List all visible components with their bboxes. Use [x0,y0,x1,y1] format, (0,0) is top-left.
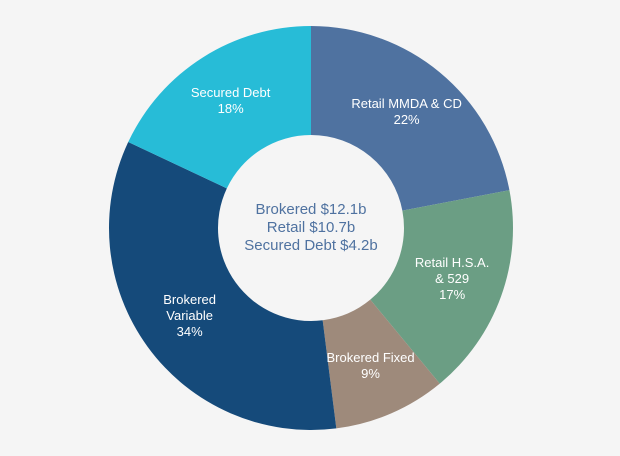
category-label: Retail H.S.A. & 529 [414,254,490,286]
center-text: Secured Debt $4.2b [244,237,377,254]
donut-slice [322,299,440,429]
donut-slice [128,26,311,189]
donut-slice [311,26,510,211]
category-label: Brokered Variable [163,292,217,324]
slice-label: Brokered Fixed 9% [316,350,426,382]
value-label: 17% [439,286,466,302]
center-text: Retail $10.7b [267,219,355,236]
value-label: 34% [176,324,203,340]
slice-label: Brokered Variable 34% [150,292,230,340]
donut-slice [370,190,513,384]
value-label: 22% [393,112,420,128]
center-text: Brokered $12.1b [256,201,367,218]
slice-label: Retail MMDA & CD 22% [342,96,472,128]
value-label: 18% [217,101,244,117]
category-label: Retail MMDA & CD [351,96,462,112]
category-label: Secured Debt [190,85,271,101]
slice-label: Retail H.S.A. & 529 17% [410,255,495,303]
category-label: Brokered Fixed [326,349,415,365]
value-label: 9% [361,365,380,381]
slice-label: Secured Debt 18% [176,85,286,117]
donut-slice [108,141,337,430]
